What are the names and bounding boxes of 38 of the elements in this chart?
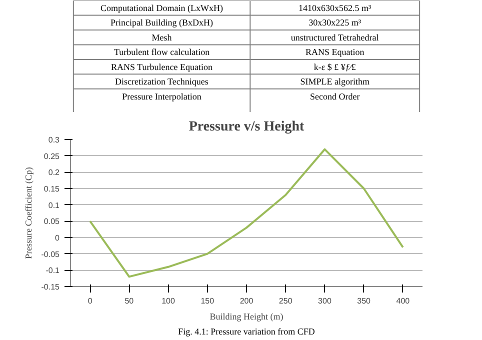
x-tick-label: 350 [357, 296, 372, 306]
y-tick-label: 0.05 [44, 217, 60, 226]
y-tick-label: -0.05 [41, 250, 60, 259]
x-tick-label: 200 [240, 296, 254, 306]
text: Principal Building (BxDxH) [110, 18, 214, 28]
text: SIMPLE algorithm [300, 76, 370, 87]
caption: Fig. 4.1: Pressure variation from CFD [178, 326, 316, 336]
text: Mesh [152, 32, 172, 42]
x-tick-label: 100 [162, 296, 176, 306]
line-series [89, 148, 404, 278]
text: unstructured Tetrahedral [290, 32, 380, 42]
text: 1410x630x562.5 m³ [298, 2, 372, 13]
y-tick-label: 0.15 [44, 184, 60, 194]
text: Second Order [310, 91, 360, 102]
text: Computational Domain (LxWxH) [100, 2, 224, 13]
y-tick-label: 0.25 [44, 152, 60, 161]
x-axis-title: Building Height (m) [210, 312, 284, 322]
text: RANS Turbulence Equation [110, 62, 213, 72]
chart-title: Pressure v/s Height [188, 120, 305, 134]
text: k-ε $ £ ¥ƒ⁄£ [314, 62, 356, 72]
x-tick-label: 0 [88, 296, 93, 306]
y-axis-title: Pressure Coefficient (Cp) [23, 167, 34, 259]
y-tick-label: -0.1 [46, 266, 60, 276]
x-tick-label: 400 [396, 296, 410, 306]
y-tick-label: 0.1 [48, 200, 60, 210]
text: Turbulent flow calculation [114, 47, 210, 58]
x-tick-label: 150 [200, 296, 215, 306]
y-tick-label: 0.3 [48, 136, 60, 144]
text: Pressure Interpolation [122, 91, 202, 102]
text: RANS Equation [305, 47, 365, 58]
x-tick-label: 300 [318, 296, 332, 306]
x-tick-label: 50 [124, 296, 134, 306]
y-tick-label: -0.15 [41, 282, 60, 292]
text: 30x30x225 m³ [308, 18, 362, 28]
y-tick-label: 0 [55, 234, 60, 242]
y-tick-label: 0.2 [48, 168, 60, 178]
text: Discretization Techniques [114, 76, 209, 87]
x-tick-label: 250 [278, 296, 293, 306]
